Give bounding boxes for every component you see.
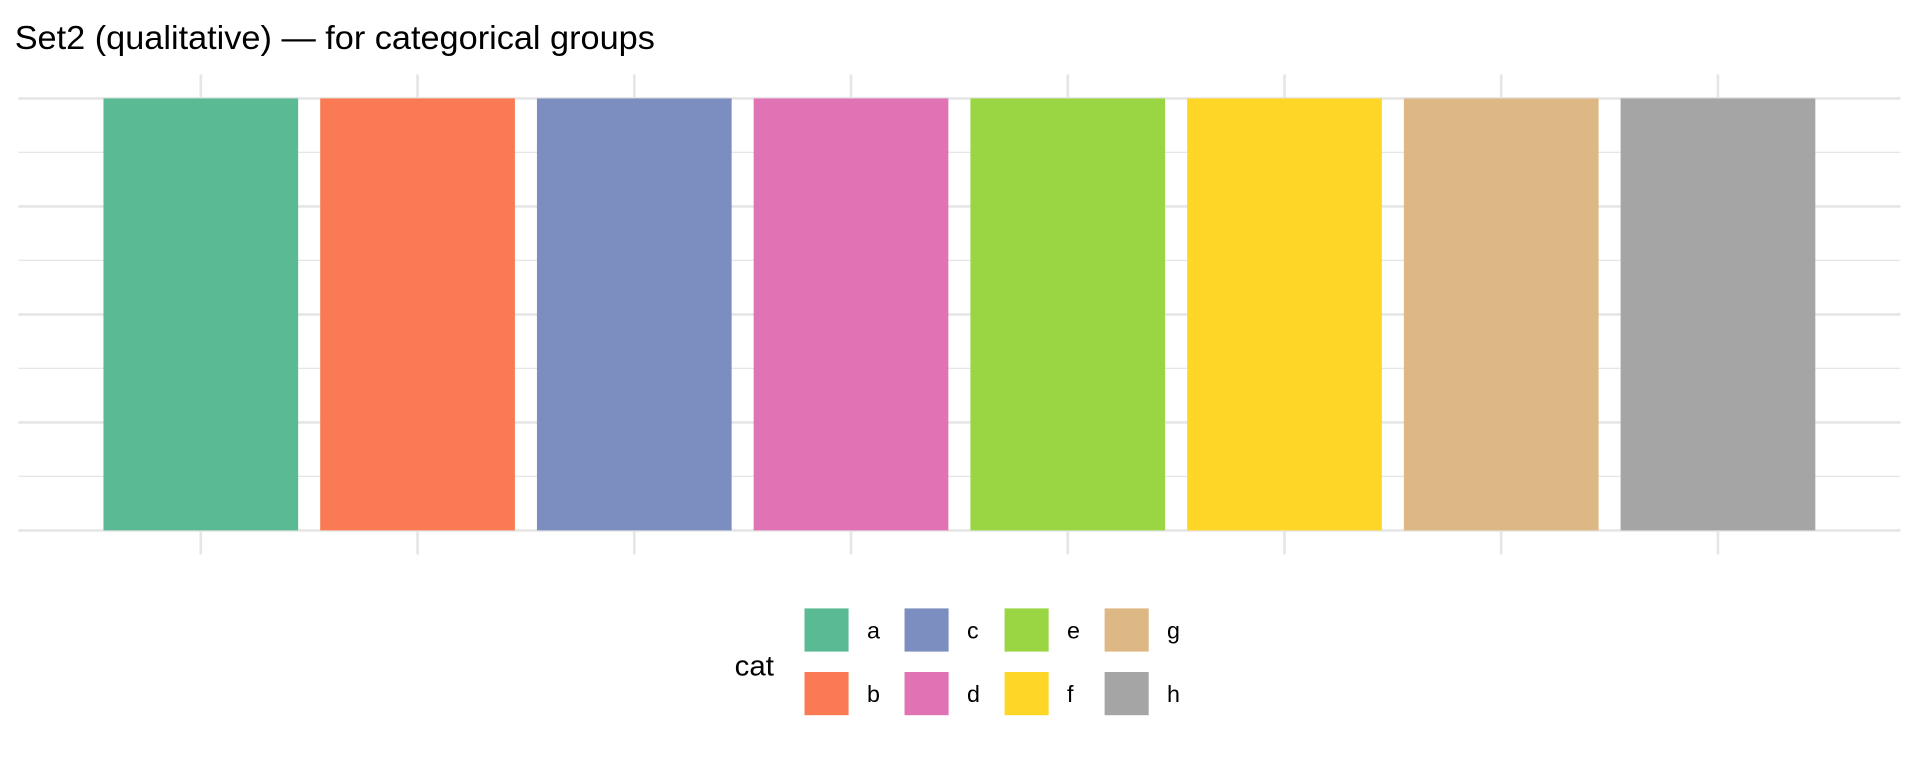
bar-c: [536, 98, 732, 531]
legend-key-d: [904, 672, 949, 716]
bar-e: [970, 98, 1166, 531]
legend-label-b: b: [867, 681, 880, 707]
legend-key-f: [1004, 672, 1049, 716]
legend-key-g: [1104, 608, 1149, 652]
bar-d: [753, 98, 949, 531]
bar-f: [1187, 98, 1382, 531]
bar-g: [1403, 98, 1599, 531]
legend: cat a b c d e f g h: [735, 608, 1180, 716]
legend-key-b: [804, 672, 849, 716]
legend-title: cat: [735, 651, 774, 683]
legend-label-h: h: [1167, 681, 1180, 707]
bar-a: [103, 98, 299, 531]
legend-label-d: d: [967, 681, 980, 707]
legend-label-f: f: [1067, 681, 1074, 707]
bar-h: [1620, 98, 1816, 531]
legend-key-c: [904, 608, 949, 652]
legend-label-c: c: [967, 618, 979, 644]
chart-title: Set2 (qualitative) — for categorical gro…: [15, 20, 655, 58]
legend-label-g: g: [1167, 618, 1180, 644]
legend-label-a: a: [867, 618, 880, 644]
bar-b: [320, 98, 515, 531]
legend-key-a: [804, 608, 849, 652]
legend-label-e: e: [1067, 618, 1080, 644]
legend-key-h: [1104, 672, 1149, 716]
grid: [18, 74, 1901, 555]
bars: [103, 98, 1816, 531]
legend-key-e: [1004, 608, 1049, 652]
